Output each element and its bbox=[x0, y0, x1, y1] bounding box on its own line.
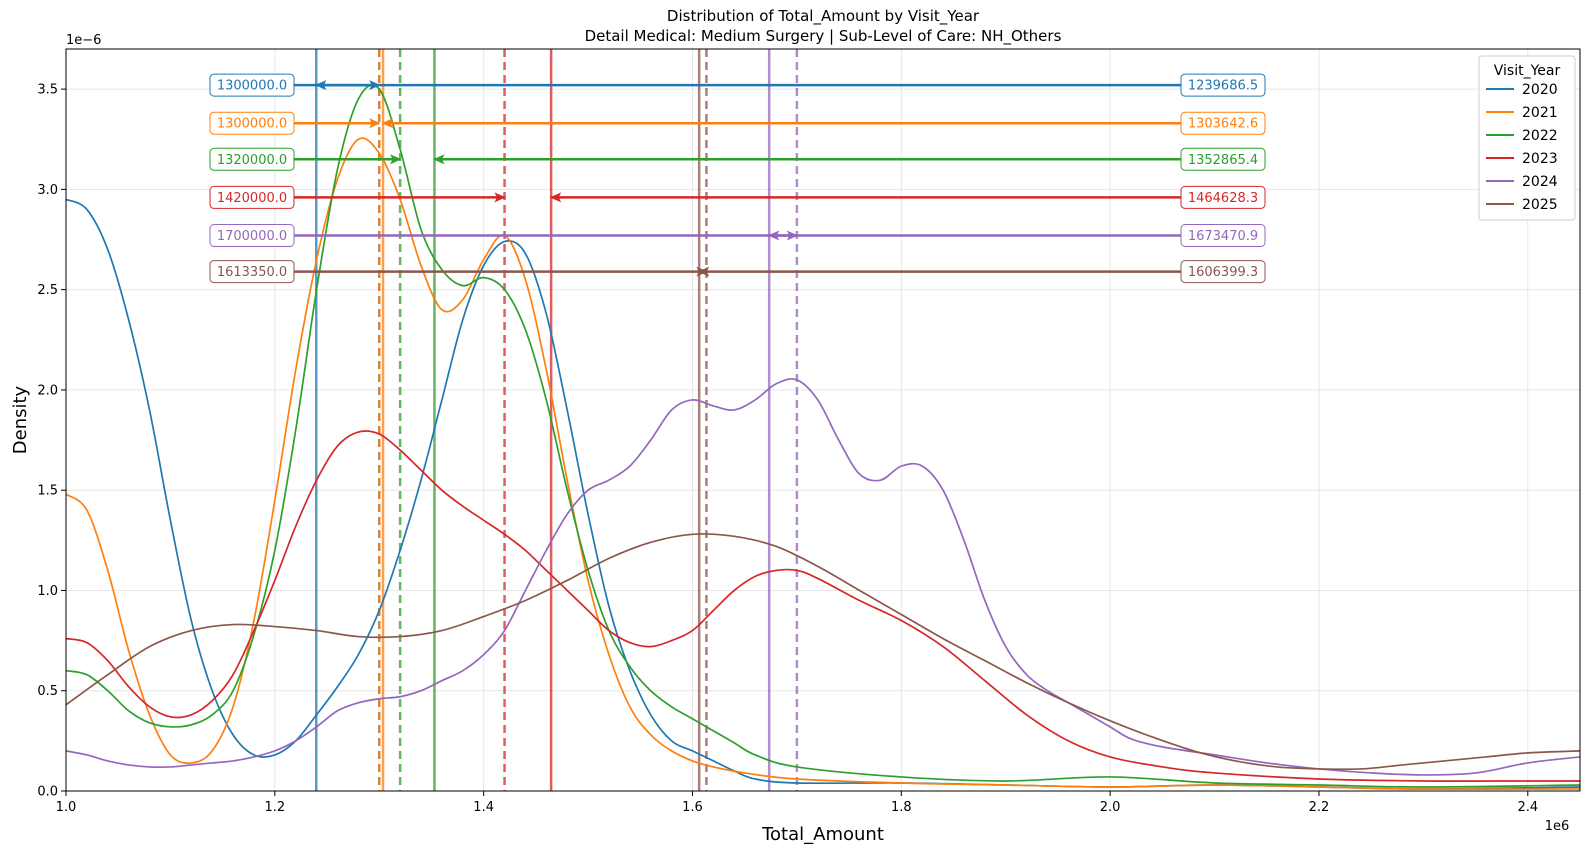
mean-label-2023-box bbox=[1180, 185, 1266, 209]
chart-subtitle: Detail Medical: Medium Surgery | Sub-Lev… bbox=[585, 27, 1062, 46]
arrow-head bbox=[369, 118, 381, 129]
median-label-2020: 1300000.0 bbox=[217, 79, 287, 94]
y-tick-label: 2.5 bbox=[37, 283, 58, 298]
median-label-2025-box bbox=[209, 260, 295, 284]
legend-items: 2020 2021 2022 2023 2024 2025 bbox=[1486, 82, 1558, 213]
y-tick-label: 3.0 bbox=[37, 183, 58, 198]
legend-label-2022: 2022 bbox=[1522, 128, 1558, 144]
arrow-head bbox=[697, 266, 710, 277]
x-tick-label: 1.2 bbox=[264, 800, 285, 815]
annotation-arrows bbox=[294, 80, 1181, 277]
density-curves bbox=[66, 84, 1580, 790]
y-axis: 0.0 0.5 1.0 1.5 2.0 2.5 3.0 3.5 bbox=[37, 83, 66, 800]
x-axis: 1.0 1.2 1.4 1.6 1.8 2.0 2.2 2.4 bbox=[56, 791, 1538, 815]
legend: Visit_Year 2020 2021 2022 2023 2024 2025 bbox=[1478, 55, 1576, 221]
mean-label-2025-box bbox=[1180, 260, 1266, 284]
mean-label-2024: 1673470.9 bbox=[1188, 229, 1258, 244]
mean-label-2023: 1464628.3 bbox=[1188, 191, 1258, 206]
x-tick-label: 1.6 bbox=[682, 800, 703, 815]
legend-label-2024: 2024 bbox=[1522, 174, 1558, 190]
median-label-2021-box bbox=[209, 111, 295, 135]
arrow-head bbox=[549, 192, 562, 203]
x-tick-label: 1.8 bbox=[891, 800, 912, 815]
x-tick-label: 2.2 bbox=[1309, 800, 1330, 815]
mean-label-2021-box bbox=[1180, 111, 1266, 135]
median-label-2023-box bbox=[209, 185, 295, 209]
x-offset-label: 1e6 bbox=[1545, 819, 1570, 834]
median-label-2025: 1613350.0 bbox=[217, 265, 287, 280]
arrow-head bbox=[390, 154, 402, 165]
arrow-head bbox=[433, 154, 445, 165]
mean-label-2020: 1239686.5 bbox=[1188, 79, 1258, 94]
y-tick-label: 3.5 bbox=[37, 83, 58, 98]
x-tick-label: 1.0 bbox=[56, 800, 77, 815]
x-tick-label: 1.4 bbox=[473, 800, 494, 815]
arrow-head bbox=[767, 230, 780, 241]
x-tick-label: 2.4 bbox=[1517, 800, 1538, 815]
annotation-labels: 1300000.0 1239686.5 1300000.0 1303642.6 1320… bbox=[209, 73, 1266, 284]
median-label-2024: 1700000.0 bbox=[217, 229, 287, 244]
legend-frame bbox=[1478, 55, 1576, 221]
y-tick-label: 2.0 bbox=[37, 383, 58, 398]
y-axis-label: Density bbox=[10, 385, 31, 454]
legend-label-2021: 2021 bbox=[1522, 105, 1558, 121]
mean-label-2024-box bbox=[1180, 224, 1266, 248]
density-curve-2025 bbox=[66, 533, 1580, 771]
density-curve-2022 bbox=[66, 84, 1580, 788]
stat-lines bbox=[315, 49, 799, 791]
arrow-head bbox=[494, 192, 506, 203]
mean-label-2022-box bbox=[1180, 147, 1266, 171]
legend-label-2020: 2020 bbox=[1522, 82, 1558, 98]
arrow-head bbox=[315, 80, 327, 91]
legend-title: Visit_Year bbox=[1494, 63, 1561, 79]
y-tick-label: 0.0 bbox=[37, 785, 58, 800]
mean-label-2021: 1303642.6 bbox=[1188, 117, 1258, 132]
density-curve-2024 bbox=[66, 378, 1580, 776]
median-label-2023: 1420000.0 bbox=[217, 191, 287, 206]
density-curve-2021 bbox=[66, 137, 1580, 790]
x-axis-label: Total_Amount bbox=[761, 824, 884, 845]
median-label-2022-box bbox=[209, 147, 295, 171]
median-label-2021: 1300000.0 bbox=[217, 117, 287, 132]
y-tick-label: 1.5 bbox=[37, 484, 58, 499]
density-curve-2023 bbox=[66, 430, 1580, 782]
arrow-head bbox=[381, 118, 394, 129]
plot-frame bbox=[65, 48, 1581, 792]
mean-label-2025: 1606399.3 bbox=[1188, 265, 1258, 280]
chart-title: Distribution of Total_Amount by Visit_Ye… bbox=[667, 7, 980, 26]
legend-label-2025: 2025 bbox=[1522, 197, 1558, 213]
median-label-2022: 1320000.0 bbox=[217, 153, 287, 168]
legend-label-2023: 2023 bbox=[1522, 151, 1558, 167]
median-label-2024-box bbox=[209, 224, 295, 248]
y-offset-label: 1e−6 bbox=[66, 33, 101, 48]
mean-label-2022: 1352865.4 bbox=[1188, 153, 1258, 168]
x-tick-label: 2.0 bbox=[1100, 800, 1121, 815]
mean-label-2020-box bbox=[1180, 73, 1266, 97]
median-label-2020-box bbox=[209, 73, 295, 97]
y-tick-label: 0.5 bbox=[37, 684, 58, 699]
y-tick-label: 1.0 bbox=[37, 584, 58, 599]
